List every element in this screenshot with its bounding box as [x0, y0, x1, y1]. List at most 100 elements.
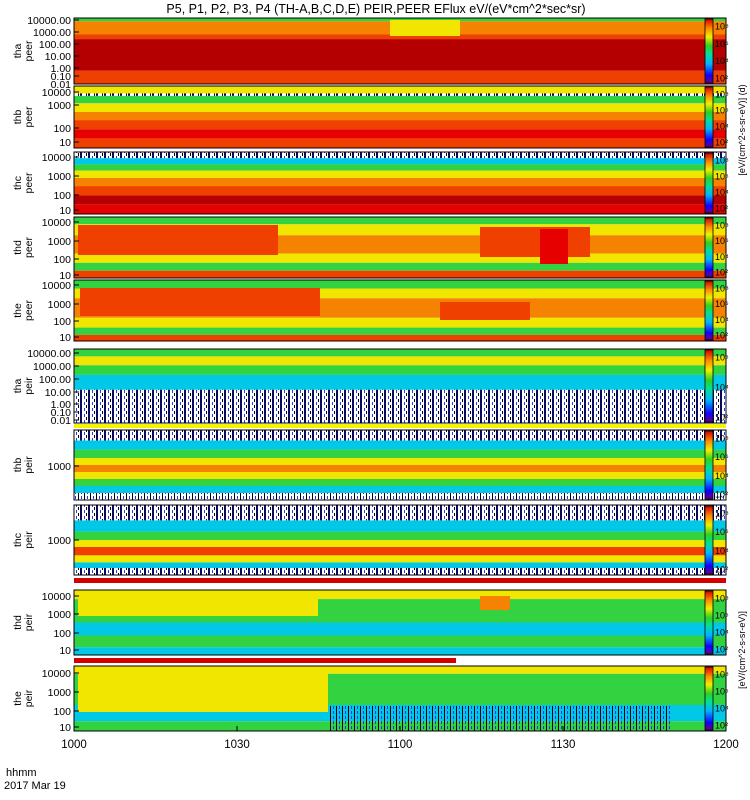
- panel-ylabel-0: the: [12, 691, 24, 706]
- y-tick-label: 10000.00: [27, 15, 71, 27]
- panel-ylabel-0: tha: [12, 44, 24, 59]
- panel-ylabel-0: thb: [12, 458, 24, 473]
- y-tick-label: 100: [53, 706, 71, 718]
- y-tick-label: 100.00: [39, 374, 71, 386]
- tha-peer-band-0: [74, 18, 726, 22]
- colorbar-unit-label-bottom: [eV/(cm^2-s-sr-eV)]: [737, 611, 747, 689]
- x-tick-label: 1130: [551, 739, 576, 751]
- thd-peir-band-3: [74, 635, 726, 648]
- colorbar: [704, 590, 714, 655]
- tha-peir-band-4: [74, 389, 726, 423]
- colorbar-tick-label: 10⁶: [715, 39, 729, 49]
- tha-peir-band-2: [74, 365, 726, 375]
- panel-ylabel-0: the: [12, 303, 24, 318]
- panel-ylabel-1: peir: [23, 689, 35, 707]
- colorbar-tick-label: 10²: [715, 490, 728, 500]
- colorbar-tick-label: 10⁶: [715, 527, 729, 537]
- panel-ylabel-1: peer: [23, 106, 35, 128]
- thc-peir-band-3: [74, 540, 726, 547]
- colorbar-tick-label: 10⁸: [715, 284, 729, 294]
- thd-peer-band-3: [74, 253, 726, 263]
- panel-tha-peer: tha peer 10000.001000.00100.0010.001.000.1…: [12, 15, 729, 91]
- thb-peer-band-7: [74, 138, 726, 148]
- the-peer-early-intense: [80, 288, 320, 316]
- thd-peir-band-4: [74, 647, 726, 655]
- x-tick-label: 1200: [713, 739, 739, 751]
- the-peer-band-3: [74, 317, 726, 328]
- y-tick-label: 100: [53, 628, 71, 640]
- colorbar-tick-label: 10⁴: [715, 704, 729, 714]
- colorbar-tick-label: 10⁶: [715, 452, 729, 462]
- x-axis: 1000 1030 1100 1130 1200: [61, 726, 739, 751]
- colorbar-tick-label: 10⁶: [715, 106, 729, 116]
- x-tick-label: 1030: [224, 739, 250, 751]
- thb-peer-band-1: [74, 93, 726, 96]
- thb-peir-band-5: [74, 472, 726, 479]
- colorbar: [704, 217, 714, 278]
- colorbar: [704, 280, 714, 341]
- y-tick-label: 10000: [42, 280, 71, 292]
- y-tick-label: 0.01: [51, 415, 72, 427]
- colorbar-tick-label: 10²: [715, 565, 728, 575]
- y-tick-label: 1000: [48, 609, 72, 621]
- date-label: 2017 Mar 19: [4, 780, 66, 792]
- thd-peer-band-5: [74, 270, 726, 278]
- y-tick-label: 10000: [42, 152, 71, 164]
- colorbar-tick-label: 10⁶: [715, 172, 729, 182]
- colorbar-tick-label: 10⁴: [715, 471, 729, 481]
- thd-peer-red-block: [540, 229, 568, 264]
- y-tick-label: 0.10: [51, 407, 72, 419]
- y-tick-label: 1000: [48, 299, 72, 311]
- x-tick-label: 1000: [61, 739, 87, 751]
- y-tick-label: 10000: [42, 217, 71, 229]
- panel-ylabel-1: peer: [23, 172, 35, 194]
- y-tick-label: 1000.00: [33, 27, 71, 39]
- colorbar-unit-label-top: [eV/(cm^2-s-sr-eV)] (d): [737, 84, 747, 175]
- thc-peer-band-6: [74, 195, 726, 205]
- thc-peir-band-1: [74, 520, 726, 532]
- thc-peer-band-5: [74, 186, 726, 196]
- panel-tha-peir: tha peir 10000.001000.00100.0010.001.000.1…: [12, 348, 729, 427]
- y-tick-label: 1000: [48, 535, 72, 547]
- colorbar-tick-label: 10⁸: [715, 221, 729, 231]
- colorbar-tick-label: 10²: [715, 268, 728, 278]
- thc-peir-band-6: [74, 562, 726, 568]
- y-tick-label: 100: [53, 190, 71, 202]
- the-peer-band-0: [74, 280, 726, 289]
- panel-ylabel-0: thd: [12, 615, 24, 630]
- colorbar-tick-label: 10⁴: [715, 56, 729, 66]
- panel-ylabel-0: thd: [12, 240, 24, 255]
- y-tick-label: 10: [59, 645, 71, 657]
- panel-ylabel-1: peir: [23, 456, 35, 474]
- tha-peir-band-3: [74, 374, 726, 390]
- y-tick-label: 100: [53, 123, 71, 135]
- panel-ylabel-1: peir: [23, 531, 35, 549]
- thb-peir-band-1: [74, 440, 726, 450]
- thd-peer-band-0: [74, 217, 726, 225]
- tha-peer-band-2: [74, 34, 726, 40]
- thc-peer-band-2: [74, 164, 726, 171]
- thd-peir-band-0: [74, 590, 726, 600]
- thd-peer-band-4: [74, 262, 726, 271]
- panel-frame: [73, 151, 727, 215]
- thc-peir-band-2: [74, 531, 726, 540]
- thd-peir-band-2: [74, 622, 726, 636]
- thc-peer-band-7: [74, 204, 726, 214]
- panel-ylabel-1: peir: [23, 377, 35, 395]
- panel-frame: [73, 348, 727, 424]
- thd-peir-early-yellow: [78, 594, 318, 616]
- the-peir-early-yellow: [78, 670, 328, 712]
- thb-peir-band-0: [74, 430, 726, 441]
- panel-ylabel-1: peir: [23, 613, 35, 631]
- panel-frame: [73, 429, 727, 501]
- x-axis-label: hhmm: [6, 767, 37, 779]
- tha-peer-band-3: [74, 39, 726, 71]
- panel-frame: [73, 216, 727, 279]
- colorbar-tick-label: 10⁸: [715, 22, 729, 32]
- y-tick-label: 10: [59, 205, 71, 217]
- panel-frame: [73, 17, 727, 85]
- y-tick-label: 10.00: [45, 51, 71, 63]
- colorbar-tick-label: 10⁸: [715, 509, 729, 519]
- panel-thc-peir: thc peir 1000 10⁸ 10⁶ 10⁴ 10²: [12, 504, 729, 576]
- panel-thd-peer: thd peer 10000 1000 100 10 10⁸ 10⁶ 10⁴ 10²: [12, 216, 729, 282]
